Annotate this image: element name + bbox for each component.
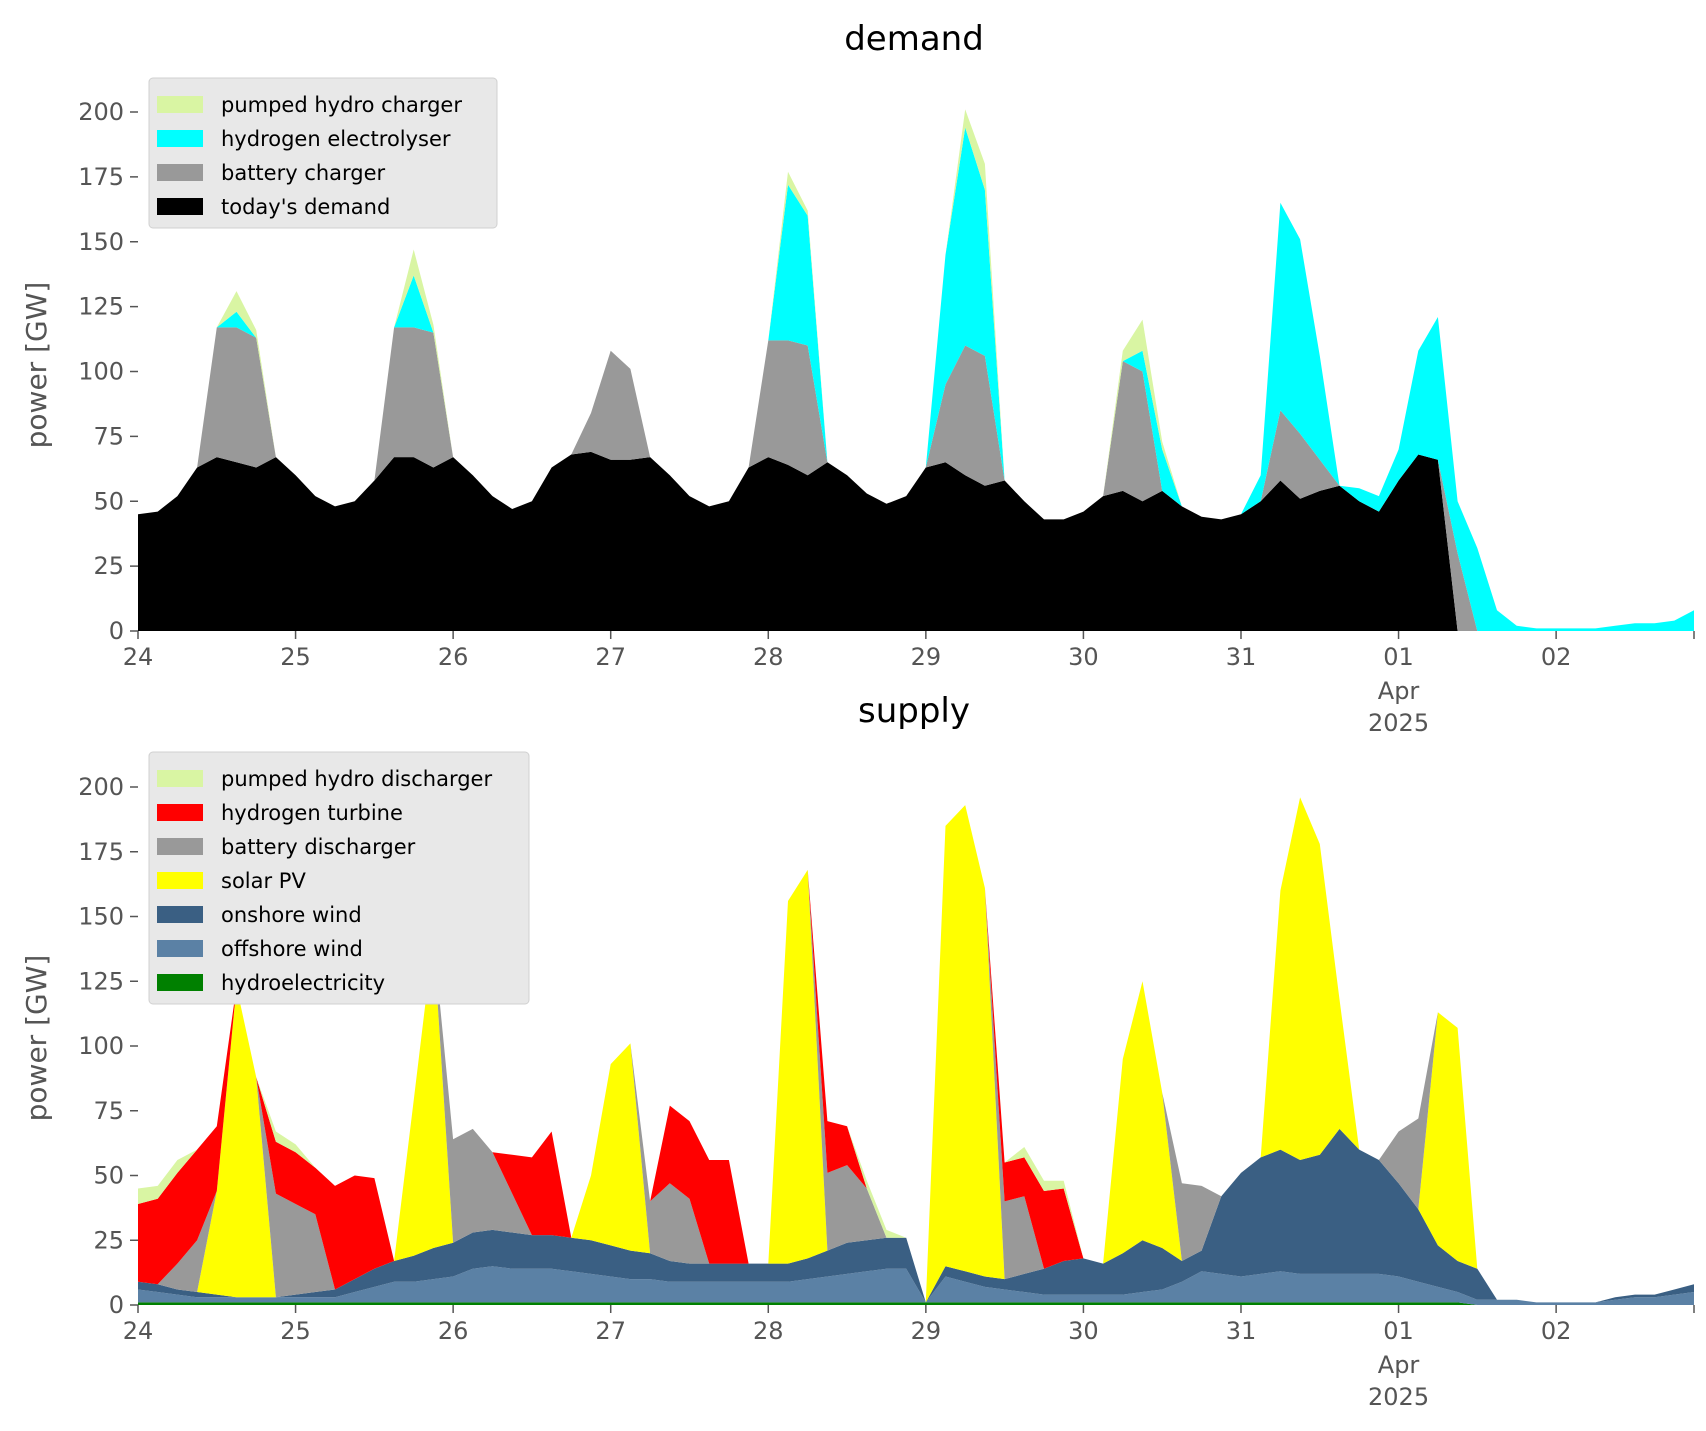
supply-legend-box	[148, 751, 530, 1005]
demand-legend-label-pumped-hydro-charger: pumped hydro charger	[221, 93, 462, 117]
supply-legend-label-offshore-wind: offshore wind	[221, 937, 363, 961]
supply-y-tick-label: 175	[78, 838, 124, 866]
supply-x-tick-label: 24	[123, 1317, 154, 1345]
supply-x-tick-label: 30	[1068, 1317, 1099, 1345]
supply-area-onshore-wind	[138, 1128, 1694, 1303]
demand-axes: 0 25 50 75 100 125 150 175 200 24 25 26 27 28 29 30 31 01…	[78, 98, 1695, 737]
supply-legend-swatch-hydroelectricity	[157, 974, 203, 991]
supply-legend-label-pumped-hydro-discharger: pumped hydro discharger	[221, 767, 492, 791]
demand-y-tick-label: 25	[93, 552, 124, 580]
supply-x-tick-sublabel: 2025	[1368, 1383, 1429, 1411]
supply-x-tick-sublabel: Apr	[1378, 1351, 1420, 1379]
supply-y-tick-label: 75	[93, 1097, 124, 1125]
supply-axes: 0 25 50 75 100 125 150 175 200 24 25 26 27 28 29 30 31 01…	[78, 773, 1695, 1411]
demand-legend: pumped hydro charger hydrogen electrolyse…	[148, 77, 498, 229]
supply-y-tick-label: 25	[93, 1226, 124, 1254]
demand-x-tick-sublabel: Apr	[1378, 677, 1420, 705]
supply-x-tick-label: 27	[595, 1317, 626, 1345]
demand-legend-swatch-pumped-hydro-charger	[157, 96, 203, 113]
demand-legend-swatch-today-s-demand	[157, 198, 203, 215]
demand-y-tick-label: 175	[78, 163, 124, 191]
supply-y-tick-label: 50	[93, 1162, 124, 1190]
demand-legend-label-hydrogen-electrolyser: hydrogen electrolyser	[221, 127, 451, 151]
supply-area-series	[138, 797, 1694, 1305]
supply-legend-label-hydrogen-turbine: hydrogen turbine	[221, 801, 403, 825]
demand-y-tick-label: 0	[109, 617, 124, 645]
demand-x-tick-label: 27	[595, 643, 626, 671]
supply-area-hydroelectricity	[138, 1302, 1694, 1305]
supply-area-hydrogen-turbine	[138, 797, 1694, 1303]
demand-y-tick-label: 200	[78, 98, 124, 126]
supply-x-tick-label: 28	[753, 1317, 784, 1345]
supply-area-offshore-wind	[138, 1266, 1694, 1305]
demand-legend-box	[148, 77, 498, 229]
supply-x-tick-label: 01	[1383, 1317, 1414, 1345]
supply-x-tick-label: 26	[438, 1317, 469, 1345]
supply-x-tick-label: 29	[911, 1317, 942, 1345]
demand-x-tick-label: 26	[438, 643, 469, 671]
supply-x-tick-label: 02	[1541, 1317, 1572, 1345]
supply-legend-swatch-offshore-wind	[157, 940, 203, 957]
supply-chart-title: supply	[858, 691, 970, 731]
demand-x-tick-label: 31	[1226, 643, 1257, 671]
demand-x-tick-label: 24	[123, 643, 154, 671]
demand-x-tick-label: 02	[1541, 643, 1572, 671]
demand-x-tick-label: 28	[753, 643, 784, 671]
supply-y-tick-label: 150	[78, 903, 124, 931]
supply-legend-swatch-battery-discharger	[157, 838, 203, 855]
demand-legend-swatch-battery-charger	[157, 164, 203, 181]
supply-legend-label-onshore-wind: onshore wind	[221, 903, 362, 927]
supply-area-battery-discharger	[138, 797, 1694, 1303]
demand-legend-label-battery-charger: battery charger	[221, 161, 386, 185]
supply-x-tick-label: 31	[1226, 1317, 1257, 1345]
demand-x-tick-label: 30	[1068, 643, 1099, 671]
supply-y-axis-label: power [GW]	[20, 955, 53, 1122]
supply-legend-label-hydroelectricity: hydroelectricity	[221, 971, 385, 995]
supply-area-solar-pv	[138, 797, 1694, 1303]
supply-legend-swatch-pumped-hydro-discharger	[157, 770, 203, 787]
supply-legend-swatch-solar-pv	[157, 872, 203, 889]
supply-legend-label-battery-discharger: battery discharger	[221, 835, 416, 859]
demand-y-tick-label: 100	[78, 358, 124, 386]
supply-y-tick-label: 100	[78, 1032, 124, 1060]
demand-y-tick-label: 150	[78, 228, 124, 256]
demand-legend-label-today-s-demand: today's demand	[221, 195, 390, 219]
demand-chart-title: demand	[844, 19, 984, 59]
supply-legend-label-solar-pv: solar PV	[221, 869, 306, 893]
demand-y-tick-label: 75	[93, 422, 124, 450]
supply-y-tick-label: 200	[78, 773, 124, 801]
demand-area-series	[138, 109, 1694, 631]
demand-x-tick-sublabel: 2025	[1368, 709, 1429, 737]
supply-y-tick-label: 0	[109, 1291, 124, 1319]
demand-y-tick-label: 125	[78, 293, 124, 321]
supply-y-tick-label: 125	[78, 967, 124, 995]
supply-legend: pumped hydro discharger hydrogen turbine b…	[148, 751, 530, 1005]
demand-y-axis-label: power [GW]	[20, 282, 53, 449]
demand-legend-swatch-hydrogen-electrolyser	[157, 130, 203, 147]
supply-x-tick-label: 25	[280, 1317, 311, 1345]
demand-area-today-s-demand	[138, 451, 1694, 631]
supply-legend-swatch-onshore-wind	[157, 906, 203, 923]
demand-y-tick-label: 50	[93, 487, 124, 515]
demand-chart: demand power [GW] 0 25 50 75 100 125 150 175 200…	[20, 19, 1695, 737]
supply-legend-swatch-hydrogen-turbine	[157, 804, 203, 821]
supply-chart: supply power [GW] 0 25 50 75 100 125 150 175 200…	[20, 691, 1695, 1411]
demand-x-tick-label: 01	[1383, 643, 1414, 671]
demand-x-tick-label: 29	[911, 643, 942, 671]
demand-x-tick-label: 25	[280, 643, 311, 671]
